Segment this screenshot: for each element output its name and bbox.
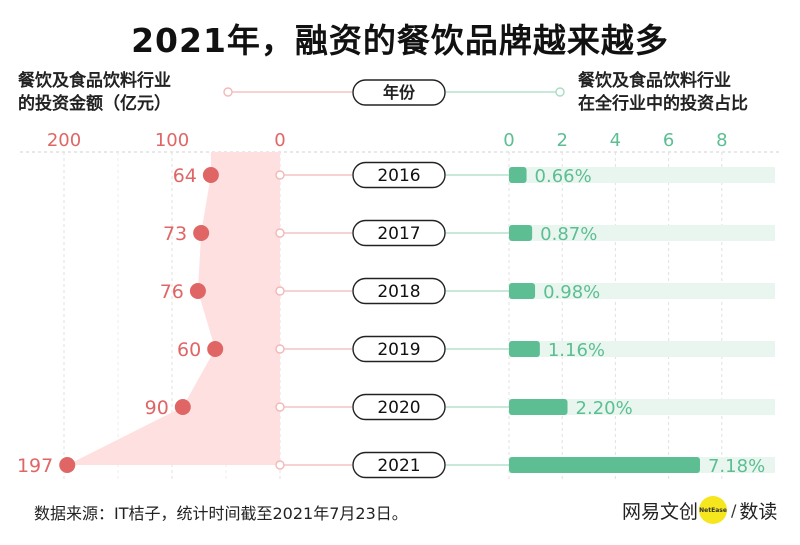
left-tick-label: 0 <box>274 130 285 151</box>
investment-area <box>67 152 281 465</box>
right-tick-label: 4 <box>610 130 621 151</box>
year-label: 2016 <box>377 166 420 186</box>
brand-sub: 数读 <box>739 500 778 523</box>
share-bar <box>509 457 700 473</box>
source-note: 数据来源：IT桔子，统计时间截至2021年7月23日。 <box>34 504 408 523</box>
investment-value-label: 76 <box>160 281 184 303</box>
header-dot-right <box>555 87 565 97</box>
row-dot-left <box>275 228 285 238</box>
year-label: 2018 <box>377 282 420 302</box>
investment-point <box>202 167 219 183</box>
share-bar <box>509 225 533 241</box>
investment-point <box>174 399 191 415</box>
share-bar <box>509 167 527 183</box>
investment-point <box>189 283 206 299</box>
right-tick-label: 0 <box>503 130 514 151</box>
netease-logo-icon: NetEase <box>699 496 728 524</box>
share-bar-track <box>509 225 775 241</box>
right-tick-label: 8 <box>716 130 727 151</box>
right-header-line-2: 在全行业中的投资占比 <box>578 94 748 114</box>
row-dot-left <box>275 402 285 412</box>
row-dot-left <box>275 460 285 470</box>
year-pill <box>352 451 446 479</box>
investment-area-top <box>210 152 280 175</box>
year-pill <box>352 161 446 189</box>
row-dot-left <box>275 344 285 354</box>
share-bar <box>509 341 540 357</box>
share-bar-track <box>509 167 775 183</box>
share-bar <box>509 283 536 299</box>
row-dot-left <box>275 286 285 296</box>
right-header-line-1: 餐饮及食品饮料行业 <box>578 71 731 91</box>
left-header-line-1: 餐饮及食品饮料行业 <box>18 71 171 91</box>
share-value-label: 1.16% <box>548 340 605 361</box>
share-bar <box>509 399 568 415</box>
investment-point <box>59 457 76 473</box>
share-value-label: 7.18% <box>708 456 765 477</box>
share-value-label: 2.20% <box>576 398 633 419</box>
investment-value-label: 197 <box>17 455 53 477</box>
share-value-label: 0.98% <box>543 282 600 303</box>
right-tick-label: 2 <box>556 130 567 151</box>
year-label: 2019 <box>377 340 420 360</box>
investment-point <box>207 341 224 357</box>
year-pill <box>352 219 446 247</box>
share-bar-track <box>509 399 775 415</box>
brand-name: 网易文创 <box>622 500 699 523</box>
left-axis-header: 餐饮及食品饮料行业 的投资金额（亿元） <box>18 70 171 116</box>
left-header-line-2: 的投资金额（亿元） <box>18 94 171 114</box>
investment-point <box>193 225 210 241</box>
year-pill <box>352 335 446 363</box>
year-pill <box>352 277 446 305</box>
center-header-label: 年份 <box>383 83 416 102</box>
brand-logo-block: 网易文创 NetEase / 数读 <box>622 494 777 526</box>
investment-value-label: 90 <box>145 397 169 419</box>
right-axis-header: 餐饮及食品饮料行业 在全行业中的投资占比 <box>578 70 748 116</box>
share-bar-track <box>509 283 775 299</box>
right-tick-label: 6 <box>663 130 674 151</box>
share-value-label: 0.87% <box>540 224 597 245</box>
investment-value-label: 60 <box>177 339 201 361</box>
share-bar-track <box>509 341 775 357</box>
year-label: 2017 <box>377 224 420 244</box>
year-label: 2020 <box>377 398 420 418</box>
left-tick-label: 100 <box>155 130 189 151</box>
page-title: 2021年，融资的餐饮品牌越来越多 <box>131 21 669 60</box>
investment-value-label: 73 <box>163 223 187 245</box>
row-dot-left <box>275 170 285 180</box>
header-dot-left <box>223 87 233 97</box>
investment-value-label: 64 <box>173 165 197 187</box>
center-header-pill <box>352 79 446 106</box>
left-tick-label: 200 <box>47 130 81 151</box>
share-value-label: 0.66% <box>535 166 592 187</box>
year-pill <box>352 393 446 421</box>
brand-slash: / <box>731 500 737 520</box>
year-label: 2021 <box>377 456 420 476</box>
